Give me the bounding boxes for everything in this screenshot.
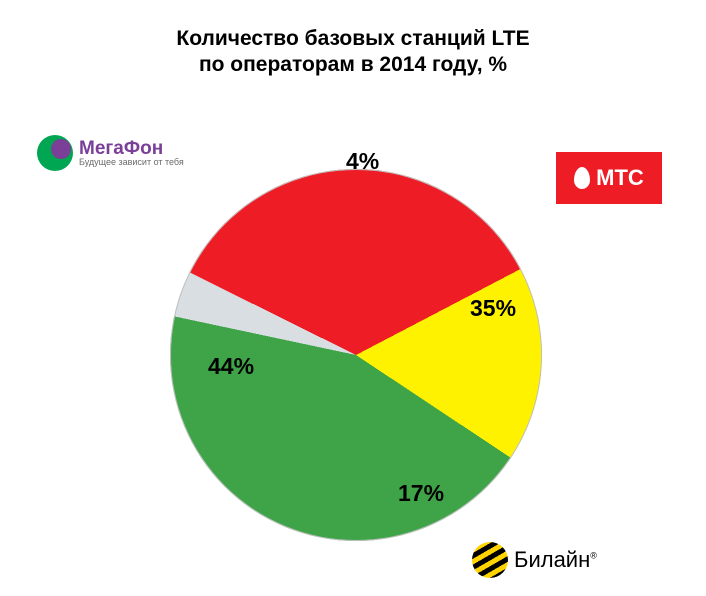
slice-label-other: 4% [346, 148, 379, 175]
slice-label-beeline: 17% [398, 480, 444, 507]
slice-label-megafon: 44% [208, 353, 254, 380]
slice-label-mts: 35% [470, 295, 516, 322]
megafon-ball-icon [37, 135, 73, 171]
chart-title-line2: по операторам в 2014 году, % [199, 53, 507, 76]
megafon-name: МегаФон [79, 139, 184, 158]
mts-logo: МТС [556, 152, 662, 204]
beeline-ball-icon [472, 542, 508, 578]
beeline-text: Билайн® [514, 547, 597, 573]
beeline-reg: ® [590, 551, 597, 561]
chart-title: Количество базовых станций LTE по операт… [0, 26, 706, 79]
megafon-text: МегаФон Будущее зависит от тебя [79, 139, 184, 167]
megafon-logo: МегаФон Будущее зависит от тебя [37, 135, 184, 171]
chart-title-line1: Количество базовых станций LTE [176, 27, 529, 50]
beeline-logo: Билайн® [472, 542, 597, 578]
megafon-tagline: Будущее зависит от тебя [79, 158, 184, 167]
mts-text: МТС [596, 165, 644, 191]
mts-egg-icon [574, 167, 590, 189]
beeline-name: Билайн [514, 547, 590, 572]
